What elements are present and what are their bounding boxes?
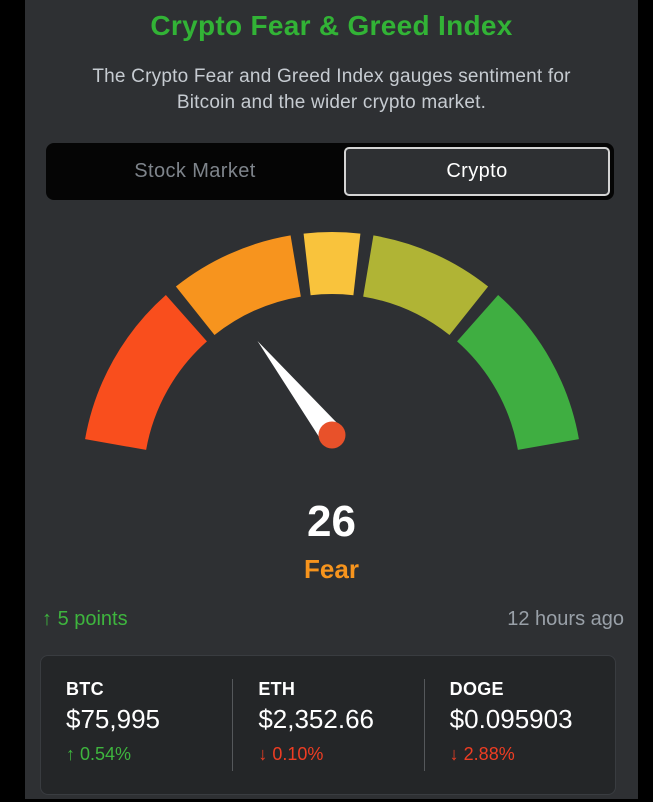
last-updated: 12 hours ago: [507, 608, 624, 630]
price-change-text: 2.88%: [463, 744, 515, 764]
price-value: $2,352.66: [258, 704, 374, 734]
price-value: $75,995: [66, 704, 160, 734]
toggle-option-stock-market[interactable]: Stock Market: [46, 143, 344, 200]
price-card: BTC $75,995 ↑ 0.54% ETH $2,352.66 ↓ 0.10…: [40, 655, 616, 795]
down-arrow-icon: ↓: [258, 744, 268, 764]
price-column-doge: DOGE $0.095903 ↓ 2.88%: [423, 679, 615, 771]
index-value: 26: [307, 497, 356, 546]
market-toggle: Stock Market Crypto: [46, 143, 614, 200]
gauge-needle: [257, 341, 341, 443]
gauge-segment: [303, 232, 360, 296]
toggle-option-stock-market-label: Stock Market: [134, 160, 256, 182]
index-change-text: 5 points: [57, 608, 128, 630]
price-column-eth: ETH $2,352.66 ↓ 0.10%: [232, 679, 423, 771]
up-arrow-icon: ↑: [66, 744, 75, 764]
price-change-text: 0.10%: [272, 744, 324, 764]
page-description-line-1: The Crypto Fear and Greed Index gauges s…: [92, 66, 571, 87]
toggle-option-crypto-label: Crypto: [446, 160, 508, 182]
page-title: Crypto Fear & Greed Index: [150, 10, 513, 41]
page-description-line-2: Bitcoin and the wider crypto market.: [176, 92, 487, 113]
down-arrow-icon: ↓: [449, 744, 459, 764]
gauge-segment: [175, 235, 301, 336]
gauge-segment: [456, 294, 579, 451]
gauge-segment: [362, 235, 488, 336]
price-change: ↓ 0.10%: [258, 743, 423, 765]
index-change: ↑ 5 points: [42, 608, 128, 630]
toggle-option-crypto[interactable]: Crypto: [344, 147, 610, 196]
price-change-text: 0.54%: [80, 744, 132, 764]
gauge-pivot: [318, 421, 345, 449]
index-label: Fear: [304, 554, 359, 584]
gauge-svg: [84, 232, 579, 451]
price-symbol: BTC: [66, 679, 104, 699]
price-column-btc: BTC $75,995 ↑ 0.54%: [41, 679, 232, 771]
page-description: The Crypto Fear and Greed Index gauges s…: [25, 64, 638, 116]
fear-greed-gauge: [25, 230, 638, 452]
status-row: ↑ 5 points 12 hours ago: [25, 608, 638, 630]
up-arrow-icon: ↑: [42, 608, 52, 630]
gauge-segment: [84, 294, 207, 451]
price-symbol: DOGE: [449, 679, 504, 699]
price-symbol: ETH: [258, 679, 296, 699]
price-change: ↑ 0.54%: [66, 743, 232, 765]
widget-panel: Crypto Fear & Greed Index The Crypto Fea…: [25, 0, 638, 799]
price-value: $0.095903: [449, 704, 573, 734]
price-change: ↓ 2.88%: [450, 743, 615, 765]
